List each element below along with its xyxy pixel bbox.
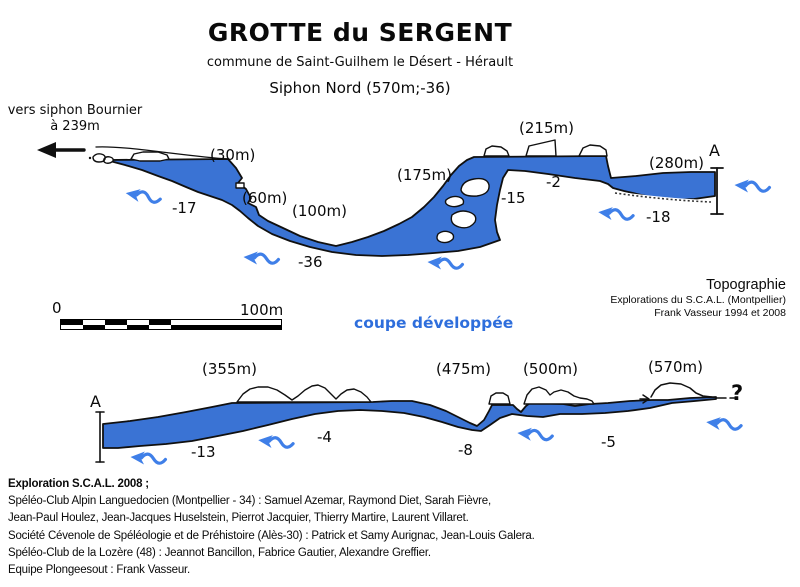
lower-label-475m: (475m) xyxy=(436,360,491,378)
credits-line: Spéléo-Club Alpin Languedocien (Montpell… xyxy=(8,495,491,508)
airbell-570m xyxy=(639,382,736,404)
upper-profile-shapes xyxy=(88,139,724,257)
rock-475m xyxy=(488,392,511,405)
flow-arrow xyxy=(425,253,465,273)
view-type-label: coupe développée xyxy=(354,314,514,332)
flow-arrow xyxy=(123,185,163,208)
credits-line: Jean-Paul Houlez, Jean-Jacques Huselstei… xyxy=(8,512,469,525)
surface-rocks-215m xyxy=(483,139,608,157)
shaft-boulders xyxy=(436,177,490,244)
upstream-note-line1: vers siphon Bournier xyxy=(7,103,143,118)
upper-depth-18: -18 xyxy=(646,208,671,226)
lower-depth-13: -13 xyxy=(191,443,216,461)
upper-depth-36: -36 xyxy=(298,253,323,271)
flow-arrow xyxy=(241,248,281,268)
upper-roof-line xyxy=(95,146,228,160)
upper-label-280m: (280m) xyxy=(649,154,704,172)
upper-depth-2: -2 xyxy=(546,173,561,191)
upper-depth-17: -17 xyxy=(172,199,197,217)
rocks-500m xyxy=(523,386,595,405)
upper-label-60m: (60m) xyxy=(242,189,288,207)
upstream-note: vers siphon Bournier à 239m xyxy=(0,103,150,135)
gravel-floor xyxy=(614,191,712,204)
upper-water-body xyxy=(107,155,716,257)
credits-line: Equipe Plongeesout : Frank Vasseur. xyxy=(8,564,191,577)
flow-arrow xyxy=(255,432,296,452)
lower-label-500m: (500m) xyxy=(523,360,578,378)
topo-credit: Topographie Explorations du S.C.A.L. (Mo… xyxy=(610,277,786,319)
scale-end-label: 100m xyxy=(240,301,284,319)
topo-credit-line3: Frank Vasseur 1994 et 2008 xyxy=(654,306,786,319)
scale-start-label: 0 xyxy=(52,299,62,317)
slope-notch xyxy=(235,182,245,189)
lower-label-570m: (570m) xyxy=(648,358,703,376)
topo-credit-heading: Topographie xyxy=(706,277,786,293)
upper-label-175m: (175m) xyxy=(397,166,452,184)
credits-line: Spéléo-Club de la Lozère (48) : Jeannot … xyxy=(8,546,431,559)
unknown-continuation-mark: ? xyxy=(731,381,744,405)
flow-arrow xyxy=(703,414,744,434)
surface-air-pocket xyxy=(130,151,170,162)
header: GROTTE du SERGENT commune de Saint-Guilh… xyxy=(0,18,720,97)
flow-arrow xyxy=(595,204,636,224)
upper-marker-a: A xyxy=(709,141,720,160)
lower-depth-5: -5 xyxy=(601,433,616,451)
page-title: GROTTE du SERGENT xyxy=(207,18,513,47)
topo-credit-line2: Explorations du S.C.A.L. (Montpellier) xyxy=(610,294,786,306)
entrance-rocks xyxy=(92,153,114,164)
lower-depth-8: -8 xyxy=(458,441,473,459)
upper-depth-15: -15 xyxy=(501,189,526,207)
lower-profile-shapes xyxy=(95,382,736,463)
flow-arrow xyxy=(128,448,168,468)
bournier-arrow xyxy=(37,142,86,158)
flow-arrow xyxy=(732,176,772,196)
upper-label-100m: (100m) xyxy=(292,202,347,220)
flow-arrow xyxy=(515,424,555,445)
upstream-note-line2: à 239m xyxy=(50,119,100,134)
hills-355m xyxy=(236,384,372,403)
lower-water-body xyxy=(102,396,717,449)
upper-label-30m: (30m) xyxy=(210,146,256,164)
scale-bar xyxy=(60,319,282,330)
section-marker-a-lower xyxy=(95,411,105,463)
lower-marker-a: A xyxy=(90,392,101,411)
exploration-credits: Exploration S.C.A.L. 2008 ; Spéléo-Club … xyxy=(8,476,788,579)
credits-line: Société Cévenole de Spéléologie et de Pr… xyxy=(8,529,535,542)
lower-label-355m: (355m) xyxy=(202,360,257,378)
section-marker-a-upper xyxy=(710,167,724,215)
lower-depth-4: -4 xyxy=(317,428,332,446)
siphon-title: Siphon Nord (570m;-36) xyxy=(269,79,451,97)
page-subtitle: commune de Saint-Guilhem le Désert - Hér… xyxy=(206,55,514,70)
credits-heading: Exploration S.C.A.L. 2008 ; xyxy=(8,478,149,490)
upper-label-215m: (215m) xyxy=(519,119,574,137)
